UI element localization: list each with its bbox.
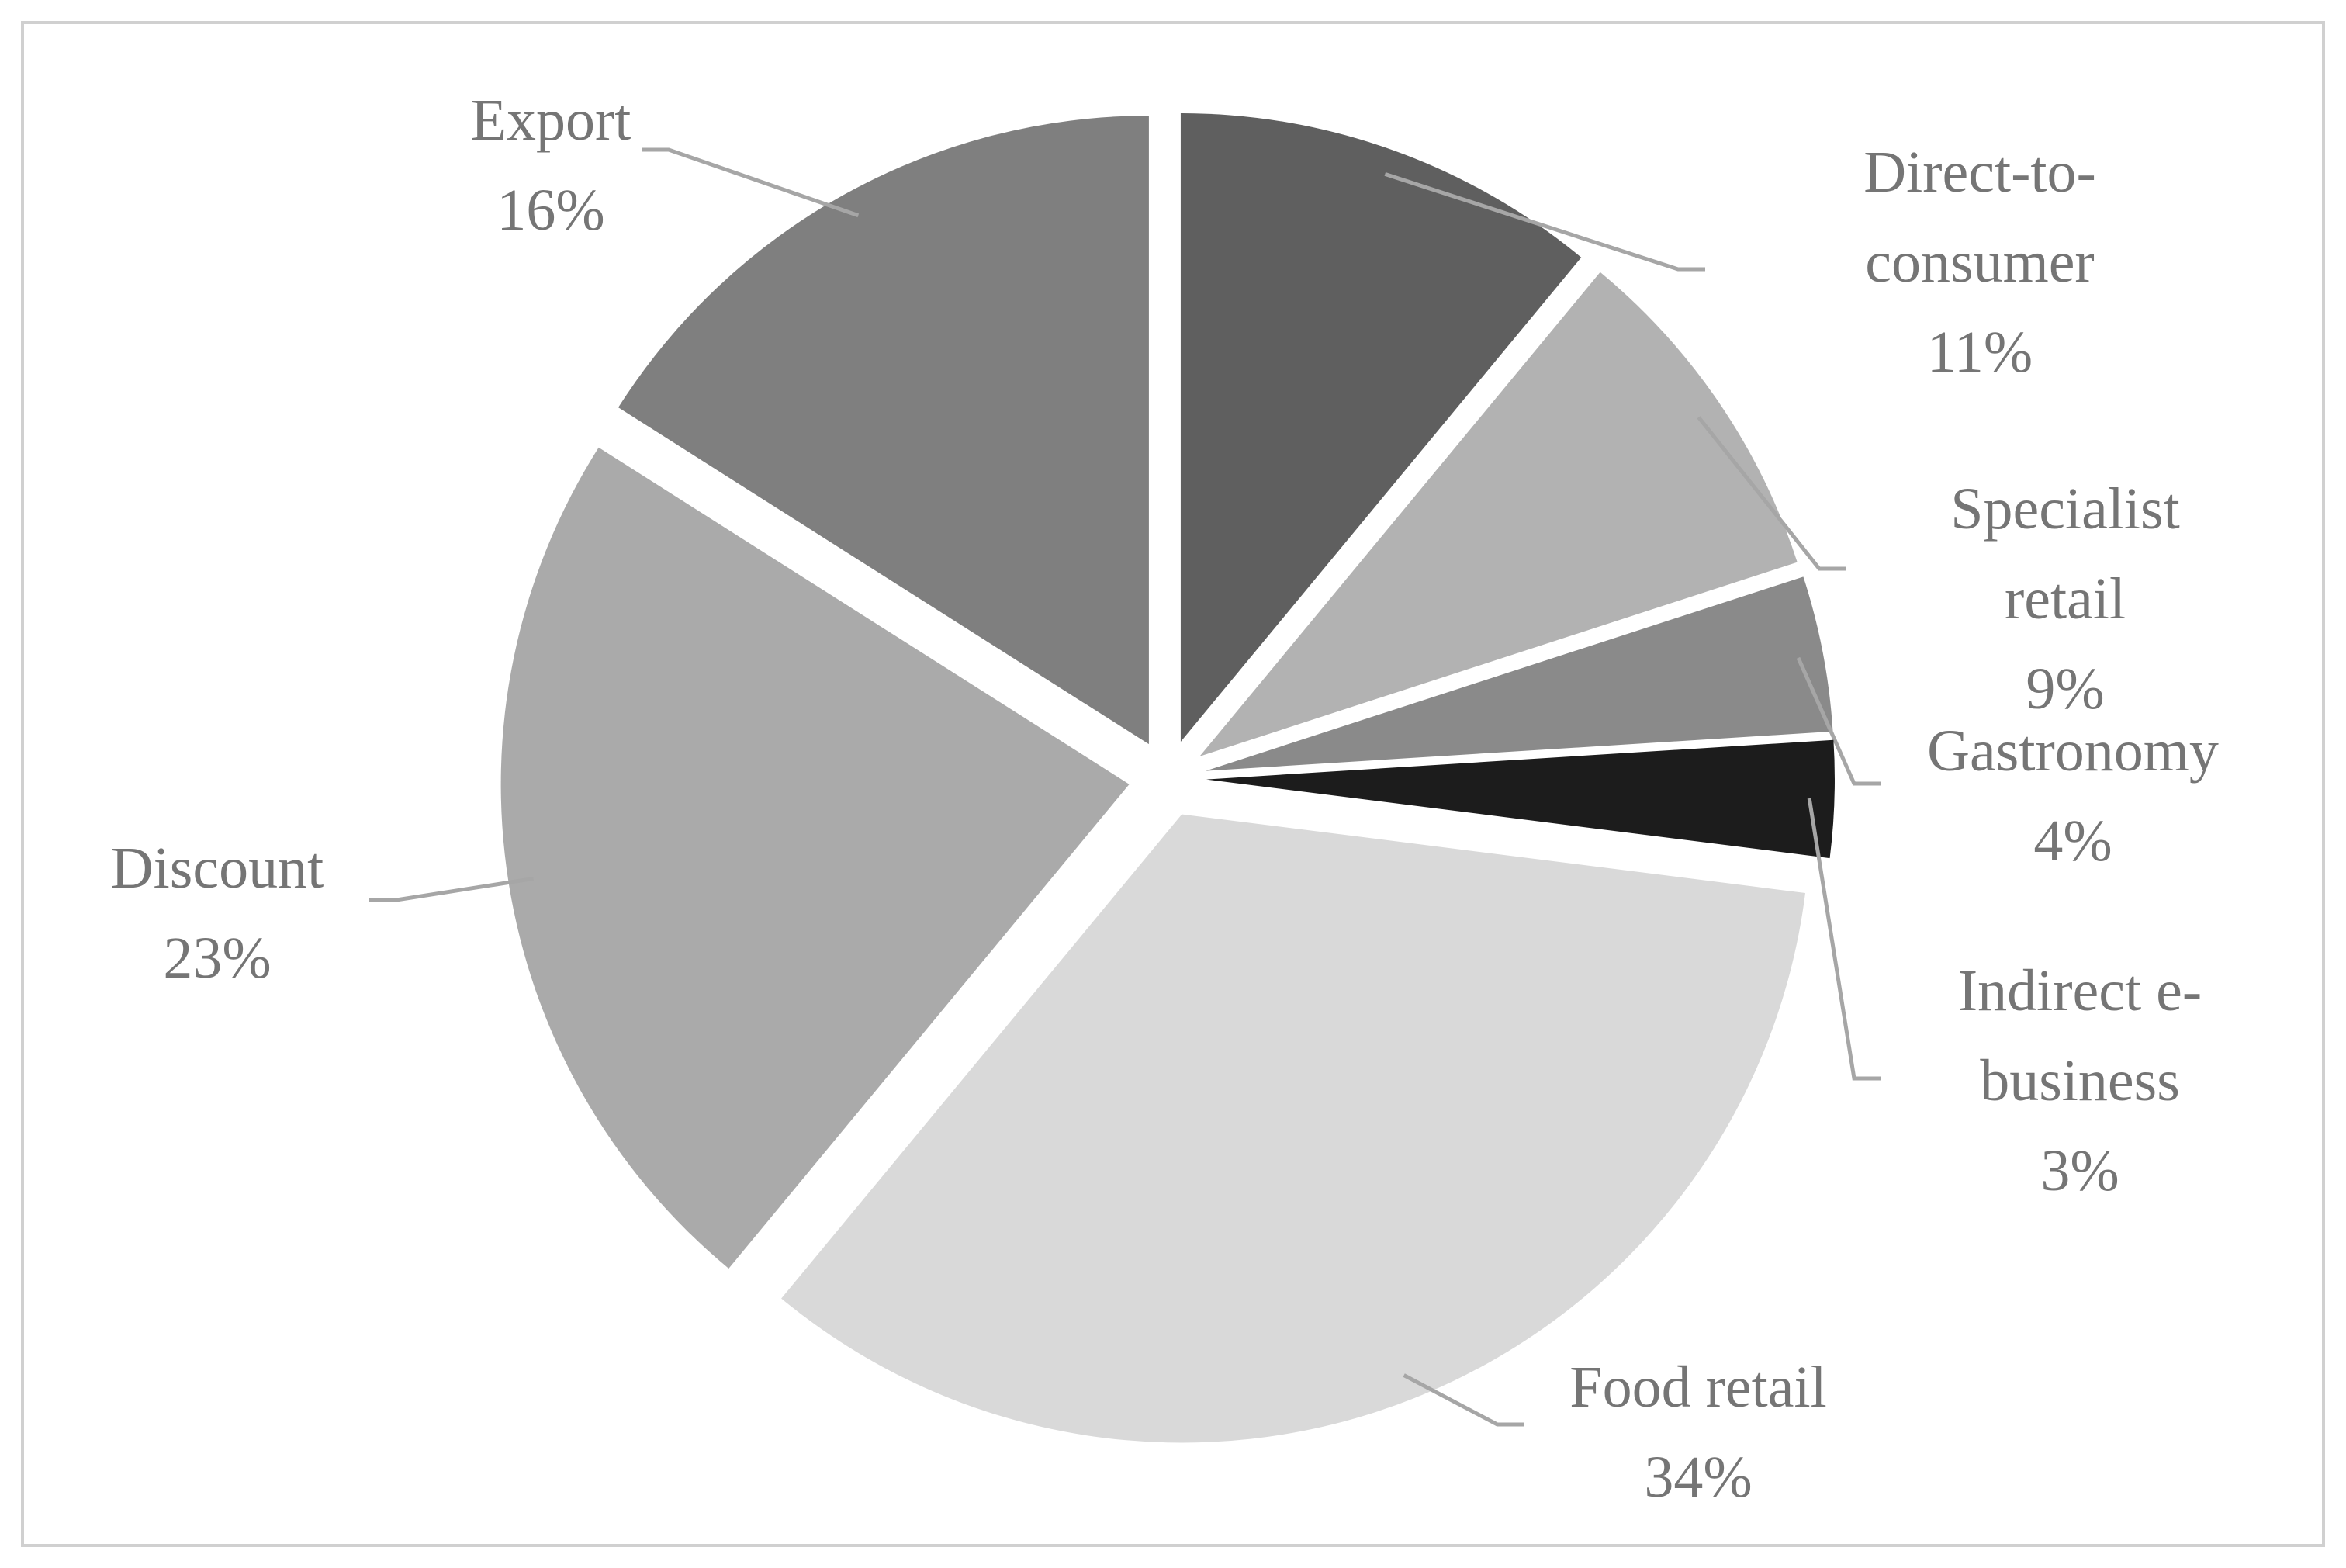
category-label: Indirect e-business xyxy=(1957,958,2202,1113)
leader-line xyxy=(642,147,860,218)
slice-label: Export 16% xyxy=(471,75,631,255)
category-label: Direct-to-consumer xyxy=(1863,140,2096,295)
leader-line xyxy=(1697,416,1846,571)
pie-slice xyxy=(1206,576,1833,771)
leader-line xyxy=(1384,171,1705,272)
slice-label: Discount 23% xyxy=(111,823,324,1003)
value-label: 23% xyxy=(163,926,272,991)
leader-line xyxy=(1796,656,1881,786)
category-label: Food retail xyxy=(1569,1355,1827,1420)
leader-line xyxy=(1807,798,1881,1081)
leader-line xyxy=(369,876,534,902)
slice-label: Gastronomy 4% xyxy=(1927,706,2219,886)
value-label: 3% xyxy=(2040,1138,2119,1203)
slice-label: Specialist retail 9% xyxy=(1925,464,2206,734)
leader-line xyxy=(1403,1373,1524,1427)
slice-label: Food retail 34% xyxy=(1569,1342,1826,1522)
category-label: Specialist retail xyxy=(1950,476,2180,632)
pie-slice xyxy=(1206,739,1835,859)
pie-slice xyxy=(618,116,1149,745)
category-label: Gastronomy xyxy=(1927,718,2219,784)
slice-label: Direct-to-consumer 11% xyxy=(1797,127,2163,397)
pie-slice xyxy=(1180,112,1582,742)
value-label: 34% xyxy=(1644,1445,1753,1510)
value-label: 16% xyxy=(497,178,605,243)
value-label: 9% xyxy=(2026,656,2105,722)
category-label: Discount xyxy=(110,836,324,901)
value-label: 4% xyxy=(2033,808,2112,874)
slice-label: Indirect e-business 3% xyxy=(1913,946,2247,1216)
pie-slice xyxy=(1199,272,1798,756)
pie-slice xyxy=(781,814,1806,1443)
value-label: 11% xyxy=(1926,320,2033,385)
category-label: Export xyxy=(470,88,631,153)
pie-slice xyxy=(500,447,1130,1269)
